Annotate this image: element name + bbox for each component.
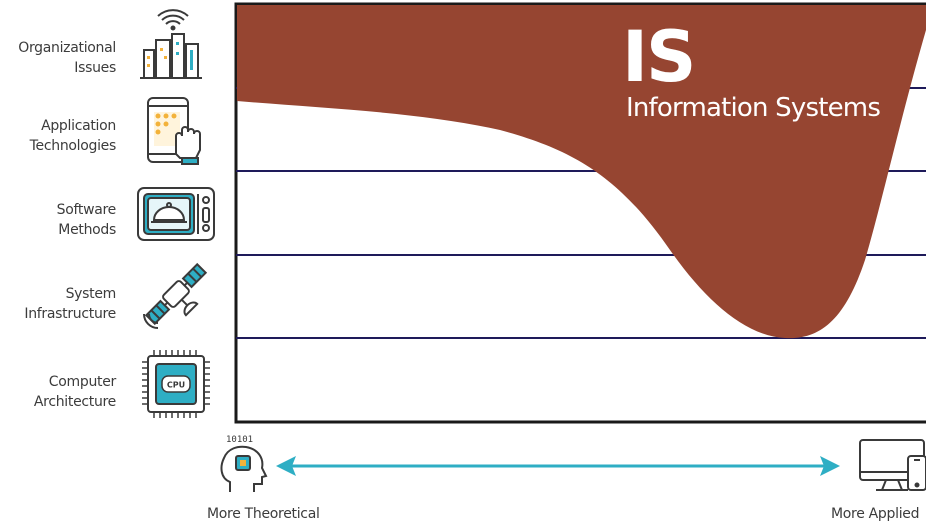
is-abbrev: IS xyxy=(622,16,696,98)
row-label-line2: Architecture xyxy=(33,394,116,410)
more-theoretical-label: More Theoretical xyxy=(207,506,320,522)
row-label-line2: Methods xyxy=(58,222,116,238)
row-label-line1: Computer xyxy=(48,374,117,390)
row-label-organizational-issues: Organizational Issues xyxy=(0,38,116,78)
tablet-touch-icon xyxy=(147,97,201,165)
is-region xyxy=(237,5,926,339)
row-label-application-technologies: Application Technologies xyxy=(0,116,117,156)
more-applied-label: More Applied xyxy=(831,506,920,522)
city-wifi-icon xyxy=(140,9,202,79)
row-label-system-infrastructure: System Infrastructure xyxy=(0,284,116,324)
row-label-computer-architecture: Computer Architecture xyxy=(0,372,116,412)
satellite-icon xyxy=(143,262,208,329)
row-label-line2: Technologies xyxy=(29,138,117,154)
row-label-line1: Application xyxy=(41,118,116,134)
row-label-line1: System xyxy=(65,286,117,302)
row-label-software-methods: Software Methods xyxy=(0,200,117,240)
head-binary-text: 10101 xyxy=(226,435,253,445)
microwave-icon xyxy=(137,187,215,241)
chip-label: CPU xyxy=(167,381,185,390)
row-label-line1: Software xyxy=(56,202,117,218)
row-label-line2: Infrastructure xyxy=(24,306,116,322)
computer-devices-icon xyxy=(859,439,926,491)
is-name: Information Systems xyxy=(626,93,881,123)
cpu-chip-icon: CPU xyxy=(142,350,210,418)
theory-applied-arrow xyxy=(276,456,840,476)
head-binary-icon: 10101 xyxy=(220,435,268,492)
row-label-line1: Organizational xyxy=(18,40,116,56)
row-label-line2: Issues xyxy=(74,60,116,76)
